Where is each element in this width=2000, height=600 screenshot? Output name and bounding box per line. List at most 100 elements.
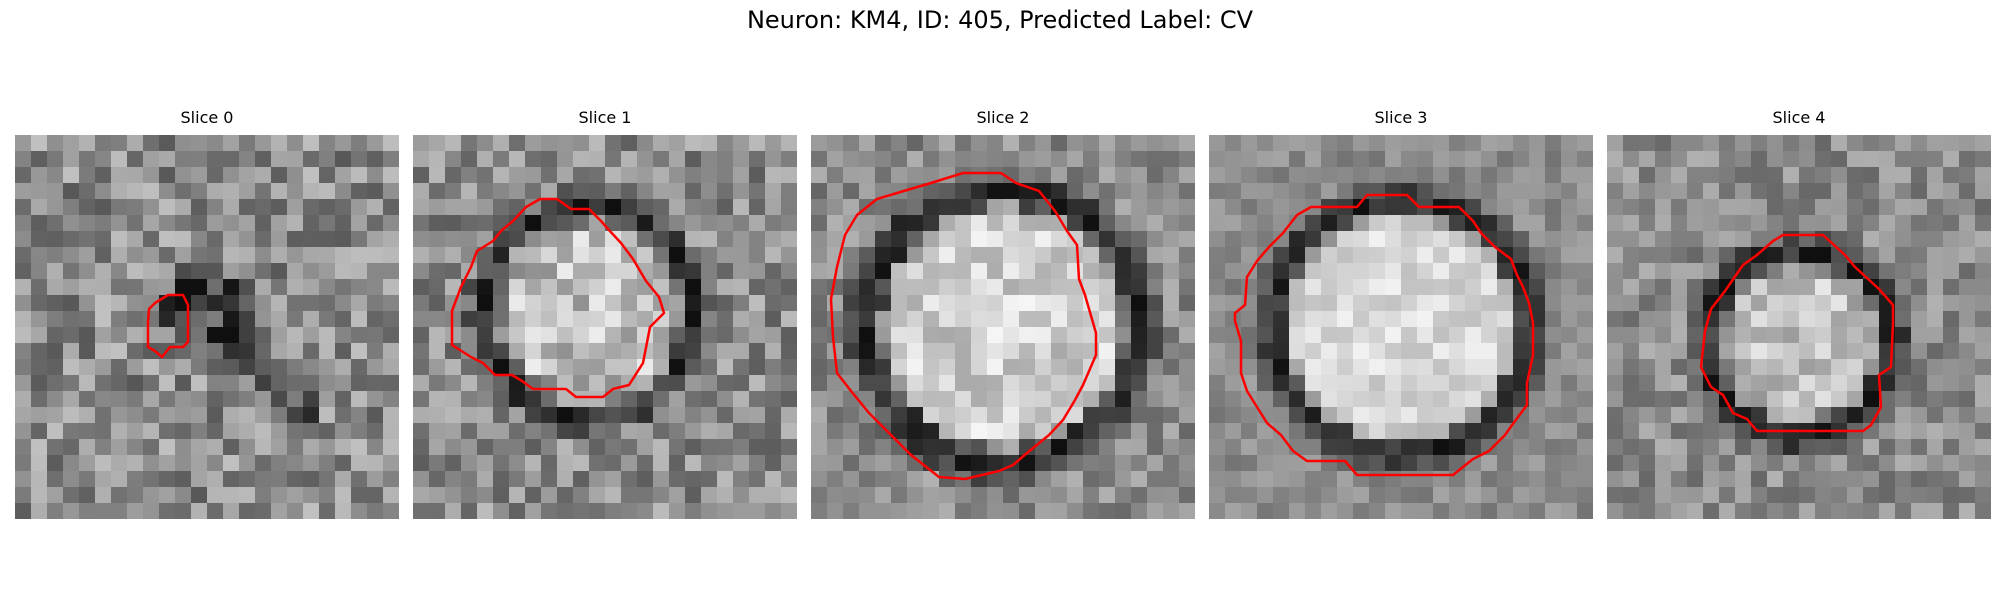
image-pixel — [955, 343, 972, 360]
image-pixel — [79, 375, 96, 392]
image-pixel — [509, 359, 526, 376]
image-pixel — [987, 263, 1004, 280]
image-pixel — [1847, 295, 1864, 312]
image-pixel — [1545, 247, 1562, 264]
image-pixel — [701, 311, 718, 328]
image-pixel — [1577, 183, 1593, 200]
image-pixel — [843, 231, 860, 248]
image-pixel — [1513, 215, 1530, 232]
image-pixel — [1417, 439, 1434, 456]
image-pixel — [1497, 263, 1514, 280]
image-pixel — [971, 263, 988, 280]
image-pixel — [1911, 311, 1928, 328]
image-pixel — [1385, 391, 1402, 408]
image-pixel — [1687, 311, 1704, 328]
image-pixel — [287, 311, 304, 328]
image-pixel — [605, 215, 622, 232]
image-pixel — [955, 423, 972, 440]
image-pixel — [255, 391, 272, 408]
image-pixel — [383, 183, 399, 200]
image-pixel — [1083, 375, 1100, 392]
image-pixel — [1321, 135, 1338, 152]
image-pixel — [1545, 183, 1562, 200]
image-pixel — [223, 311, 240, 328]
image-pixel — [765, 439, 782, 456]
image-pixel — [1623, 183, 1640, 200]
image-pixel — [95, 167, 112, 184]
image-pixel — [1561, 391, 1578, 408]
image-pixel — [1305, 295, 1322, 312]
image-pixel — [1003, 311, 1020, 328]
image-pixel — [1131, 167, 1148, 184]
image-pixel — [461, 487, 478, 504]
image-pixel — [685, 487, 702, 504]
image-pixel — [1131, 183, 1148, 200]
image-pixel — [1305, 183, 1322, 200]
image-pixel — [1959, 455, 1976, 472]
image-pixel — [637, 279, 654, 296]
image-pixel — [319, 503, 336, 519]
image-pixel — [1577, 279, 1593, 296]
image-pixel — [1767, 343, 1784, 360]
image-pixel — [1003, 167, 1020, 184]
image-pixel — [827, 439, 844, 456]
image-pixel — [509, 327, 526, 344]
image-pixel — [1051, 343, 1068, 360]
image-pixel — [685, 295, 702, 312]
image-pixel — [47, 455, 64, 472]
image-pixel — [461, 407, 478, 424]
image-pixel — [255, 151, 272, 168]
image-pixel — [1847, 247, 1864, 264]
image-pixel — [1115, 135, 1132, 152]
image-pixel — [525, 471, 542, 488]
image-pixel — [79, 247, 96, 264]
image-pixel — [1927, 359, 1944, 376]
image-pixel — [95, 327, 112, 344]
image-pixel — [47, 375, 64, 392]
image-pixel — [429, 311, 446, 328]
image-pixel — [1545, 167, 1562, 184]
image-pixel — [223, 279, 240, 296]
image-pixel — [717, 503, 734, 519]
image-pixel — [111, 503, 128, 519]
image-pixel — [15, 343, 32, 360]
image-pixel — [573, 151, 590, 168]
image-pixel — [1369, 503, 1386, 519]
image-pixel — [1163, 167, 1180, 184]
image-pixel — [733, 423, 750, 440]
image-pixel — [413, 359, 430, 376]
image-pixel — [1847, 263, 1864, 280]
image-pixel — [1863, 167, 1880, 184]
image-pixel — [589, 311, 606, 328]
image-pixel — [239, 167, 256, 184]
image-pixel — [987, 327, 1004, 344]
image-pixel — [287, 247, 304, 264]
image-pixel — [1019, 375, 1036, 392]
image-pixel — [1209, 183, 1226, 200]
image-pixel — [1385, 247, 1402, 264]
image-pixel — [1671, 231, 1688, 248]
image-pixel — [1035, 279, 1052, 296]
image-pixel — [1481, 503, 1498, 519]
image-pixel — [1051, 503, 1068, 519]
image-pixel — [749, 391, 766, 408]
image-pixel — [31, 327, 48, 344]
image-pixel — [1847, 215, 1864, 232]
image-pixel — [111, 311, 128, 328]
image-pixel — [1051, 247, 1068, 264]
image-pixel — [1911, 359, 1928, 376]
image-pixel — [589, 503, 606, 519]
image-pixel — [573, 167, 590, 184]
image-pixel — [1131, 439, 1148, 456]
image-pixel — [1529, 375, 1546, 392]
image-pixel — [63, 199, 80, 216]
image-pixel — [1067, 359, 1084, 376]
image-pixel — [1417, 279, 1434, 296]
image-pixel — [733, 183, 750, 200]
image-pixel — [477, 407, 494, 424]
image-pixel — [1433, 231, 1450, 248]
image-pixel — [319, 455, 336, 472]
image-pixel — [1735, 439, 1752, 456]
image-pixel — [477, 455, 494, 472]
image-pixel — [605, 279, 622, 296]
